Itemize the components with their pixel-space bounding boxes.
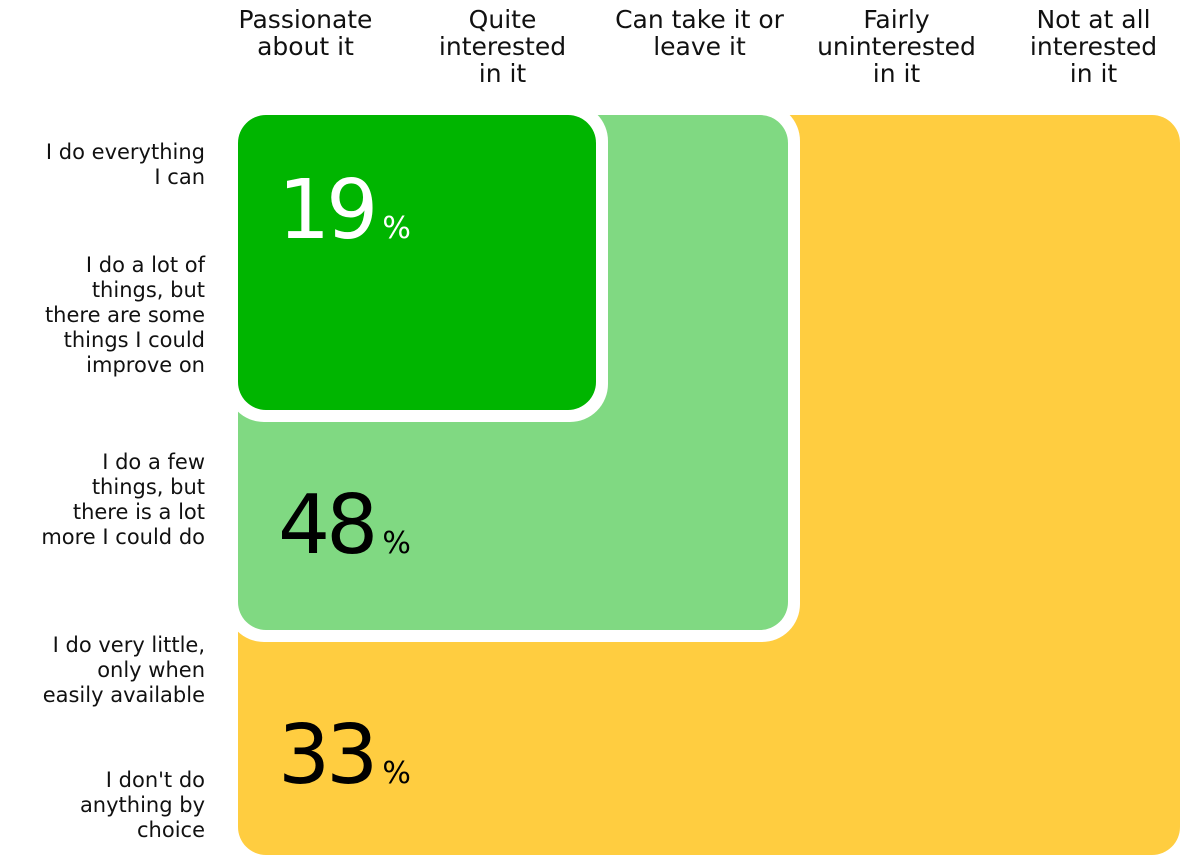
value-unit: %: [382, 756, 411, 791]
segment: [238, 115, 596, 410]
value-number: 33: [278, 708, 374, 803]
column-label: Passionate about it: [238, 5, 373, 61]
column-label: Can take it or leave it: [615, 5, 784, 61]
value-unit: %: [382, 526, 411, 561]
value-label: 19%: [278, 163, 411, 258]
column-label: Quite interested in it: [438, 5, 567, 88]
row-label: I do very little, only when easily avail…: [42, 632, 205, 707]
value-number: 48: [278, 478, 374, 573]
row-label: I don't do anything by choice: [79, 767, 205, 842]
row-label: I do everything I can: [45, 140, 205, 189]
row-label: I do a few things, but there is a lot mo…: [41, 450, 205, 549]
value-number: 19: [278, 163, 374, 258]
value-label: 48%: [278, 478, 411, 573]
row-label: I do a lot of things, but there are some…: [44, 252, 205, 377]
column-label: Fairly uninterested in it: [817, 5, 976, 88]
column-label: Not at all interested in it: [1029, 5, 1158, 88]
value-unit: %: [382, 211, 411, 246]
value-label: 33%: [278, 708, 411, 803]
